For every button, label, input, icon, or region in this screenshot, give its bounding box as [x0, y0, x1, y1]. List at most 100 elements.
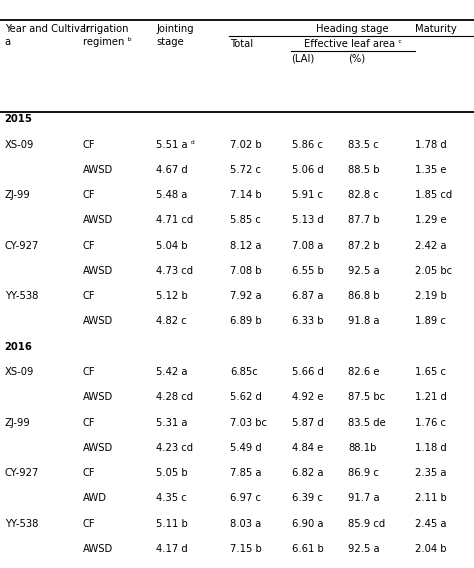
Text: CF: CF: [83, 140, 96, 149]
Text: Year and Cultivar: Year and Cultivar: [5, 24, 90, 35]
Text: 4.23 cd: 4.23 cd: [156, 443, 193, 453]
Text: 92.5 a: 92.5 a: [348, 544, 380, 554]
Text: CF: CF: [83, 241, 96, 250]
Text: CF: CF: [83, 417, 96, 428]
Text: 2.04 b: 2.04 b: [415, 544, 446, 554]
Text: 5.91 c: 5.91 c: [292, 190, 322, 200]
Text: CF: CF: [83, 468, 96, 478]
Text: 88.1b: 88.1b: [348, 443, 377, 453]
Text: stage: stage: [156, 37, 184, 47]
Text: CF: CF: [83, 291, 96, 301]
Text: 91.8 a: 91.8 a: [348, 316, 380, 327]
Text: AWSD: AWSD: [83, 316, 113, 327]
Text: 7.02 b: 7.02 b: [230, 140, 262, 149]
Text: XS-09: XS-09: [5, 367, 34, 377]
Text: 82.6 e: 82.6 e: [348, 367, 380, 377]
Text: CY-927: CY-927: [5, 468, 39, 478]
Text: 4.84 e: 4.84 e: [292, 443, 323, 453]
Text: 82.8 c: 82.8 c: [348, 190, 379, 200]
Text: 7.14 b: 7.14 b: [230, 190, 262, 200]
Text: 88.5 b: 88.5 b: [348, 165, 380, 175]
Text: 5.86 c: 5.86 c: [292, 140, 322, 149]
Text: 5.12 b: 5.12 b: [156, 291, 188, 301]
Text: 8.12 a: 8.12 a: [230, 241, 261, 250]
Text: 5.42 a: 5.42 a: [156, 367, 188, 377]
Text: 4.71 cd: 4.71 cd: [156, 215, 194, 225]
Text: AWSD: AWSD: [83, 165, 113, 175]
Text: 5.72 c: 5.72 c: [230, 165, 261, 175]
Text: 87.2 b: 87.2 b: [348, 241, 380, 250]
Text: 4.92 e: 4.92 e: [292, 392, 323, 402]
Text: 5.66 d: 5.66 d: [292, 367, 323, 377]
Text: 87.5 bc: 87.5 bc: [348, 392, 385, 402]
Text: 4.73 cd: 4.73 cd: [156, 266, 193, 276]
Text: 2.05 bc: 2.05 bc: [415, 266, 452, 276]
Text: 86.9 c: 86.9 c: [348, 468, 379, 478]
Text: 6.90 a: 6.90 a: [292, 519, 323, 529]
Text: (LAI): (LAI): [292, 54, 315, 64]
Text: 4.17 d: 4.17 d: [156, 544, 188, 554]
Text: 5.87 d: 5.87 d: [292, 417, 323, 428]
Text: 6.33 b: 6.33 b: [292, 316, 323, 327]
Text: AWSD: AWSD: [83, 392, 113, 402]
Text: Maturity: Maturity: [415, 24, 456, 35]
Text: AWSD: AWSD: [83, 544, 113, 554]
Text: 1.65 c: 1.65 c: [415, 367, 446, 377]
Text: AWSD: AWSD: [83, 443, 113, 453]
Text: CF: CF: [83, 367, 96, 377]
Text: (%): (%): [348, 54, 365, 64]
Text: 92.5 a: 92.5 a: [348, 266, 380, 276]
Text: 4.35 c: 4.35 c: [156, 494, 187, 503]
Text: 5.62 d: 5.62 d: [230, 392, 262, 402]
Text: 6.89 b: 6.89 b: [230, 316, 262, 327]
Text: 2.42 a: 2.42 a: [415, 241, 446, 250]
Text: 5.11 b: 5.11 b: [156, 519, 188, 529]
Text: 5.48 a: 5.48 a: [156, 190, 188, 200]
Text: 7.08 b: 7.08 b: [230, 266, 261, 276]
Text: 6.61 b: 6.61 b: [292, 544, 323, 554]
Text: 2016: 2016: [5, 342, 33, 352]
Text: 4.28 cd: 4.28 cd: [156, 392, 193, 402]
Text: XS-09: XS-09: [5, 140, 34, 149]
Text: 4.82 c: 4.82 c: [156, 316, 187, 327]
Text: 5.85 c: 5.85 c: [230, 215, 261, 225]
Text: 5.04 b: 5.04 b: [156, 241, 188, 250]
Text: 5.49 d: 5.49 d: [230, 443, 262, 453]
Text: 2.19 b: 2.19 b: [415, 291, 447, 301]
Text: 6.85c: 6.85c: [230, 367, 258, 377]
Text: 2015: 2015: [5, 114, 33, 124]
Text: AWSD: AWSD: [83, 266, 113, 276]
Text: 1.78 d: 1.78 d: [415, 140, 447, 149]
Text: 1.21 d: 1.21 d: [415, 392, 447, 402]
Text: 2.45 a: 2.45 a: [415, 519, 446, 529]
Text: 91.7 a: 91.7 a: [348, 494, 380, 503]
Text: Heading stage: Heading stage: [316, 24, 388, 35]
Text: 7.08 a: 7.08 a: [292, 241, 323, 250]
Text: CY-927: CY-927: [5, 241, 39, 250]
Text: 8.03 a: 8.03 a: [230, 519, 261, 529]
Text: 5.13 d: 5.13 d: [292, 215, 323, 225]
Text: 6.97 c: 6.97 c: [230, 494, 261, 503]
Text: 6.87 a: 6.87 a: [292, 291, 323, 301]
Text: 2.35 a: 2.35 a: [415, 468, 446, 478]
Text: 85.9 cd: 85.9 cd: [348, 519, 386, 529]
Text: 1.18 d: 1.18 d: [415, 443, 447, 453]
Text: 1.85 cd: 1.85 cd: [415, 190, 452, 200]
Text: ZJ-99: ZJ-99: [5, 190, 30, 200]
Text: regimen ᵇ: regimen ᵇ: [83, 37, 132, 47]
Text: AWSD: AWSD: [83, 215, 113, 225]
Text: Jointing: Jointing: [156, 24, 194, 35]
Text: CF: CF: [83, 519, 96, 529]
Text: a: a: [5, 37, 11, 47]
Text: 1.35 e: 1.35 e: [415, 165, 446, 175]
Text: 87.7 b: 87.7 b: [348, 215, 380, 225]
Text: 86.8 b: 86.8 b: [348, 291, 380, 301]
Text: 5.06 d: 5.06 d: [292, 165, 323, 175]
Text: 7.15 b: 7.15 b: [230, 544, 262, 554]
Text: 6.39 c: 6.39 c: [292, 494, 322, 503]
Text: CF: CF: [83, 190, 96, 200]
Text: 5.31 a: 5.31 a: [156, 417, 188, 428]
Text: 83.5 c: 83.5 c: [348, 140, 379, 149]
Text: 7.03 bc: 7.03 bc: [230, 417, 267, 428]
Text: YY-538: YY-538: [5, 291, 38, 301]
